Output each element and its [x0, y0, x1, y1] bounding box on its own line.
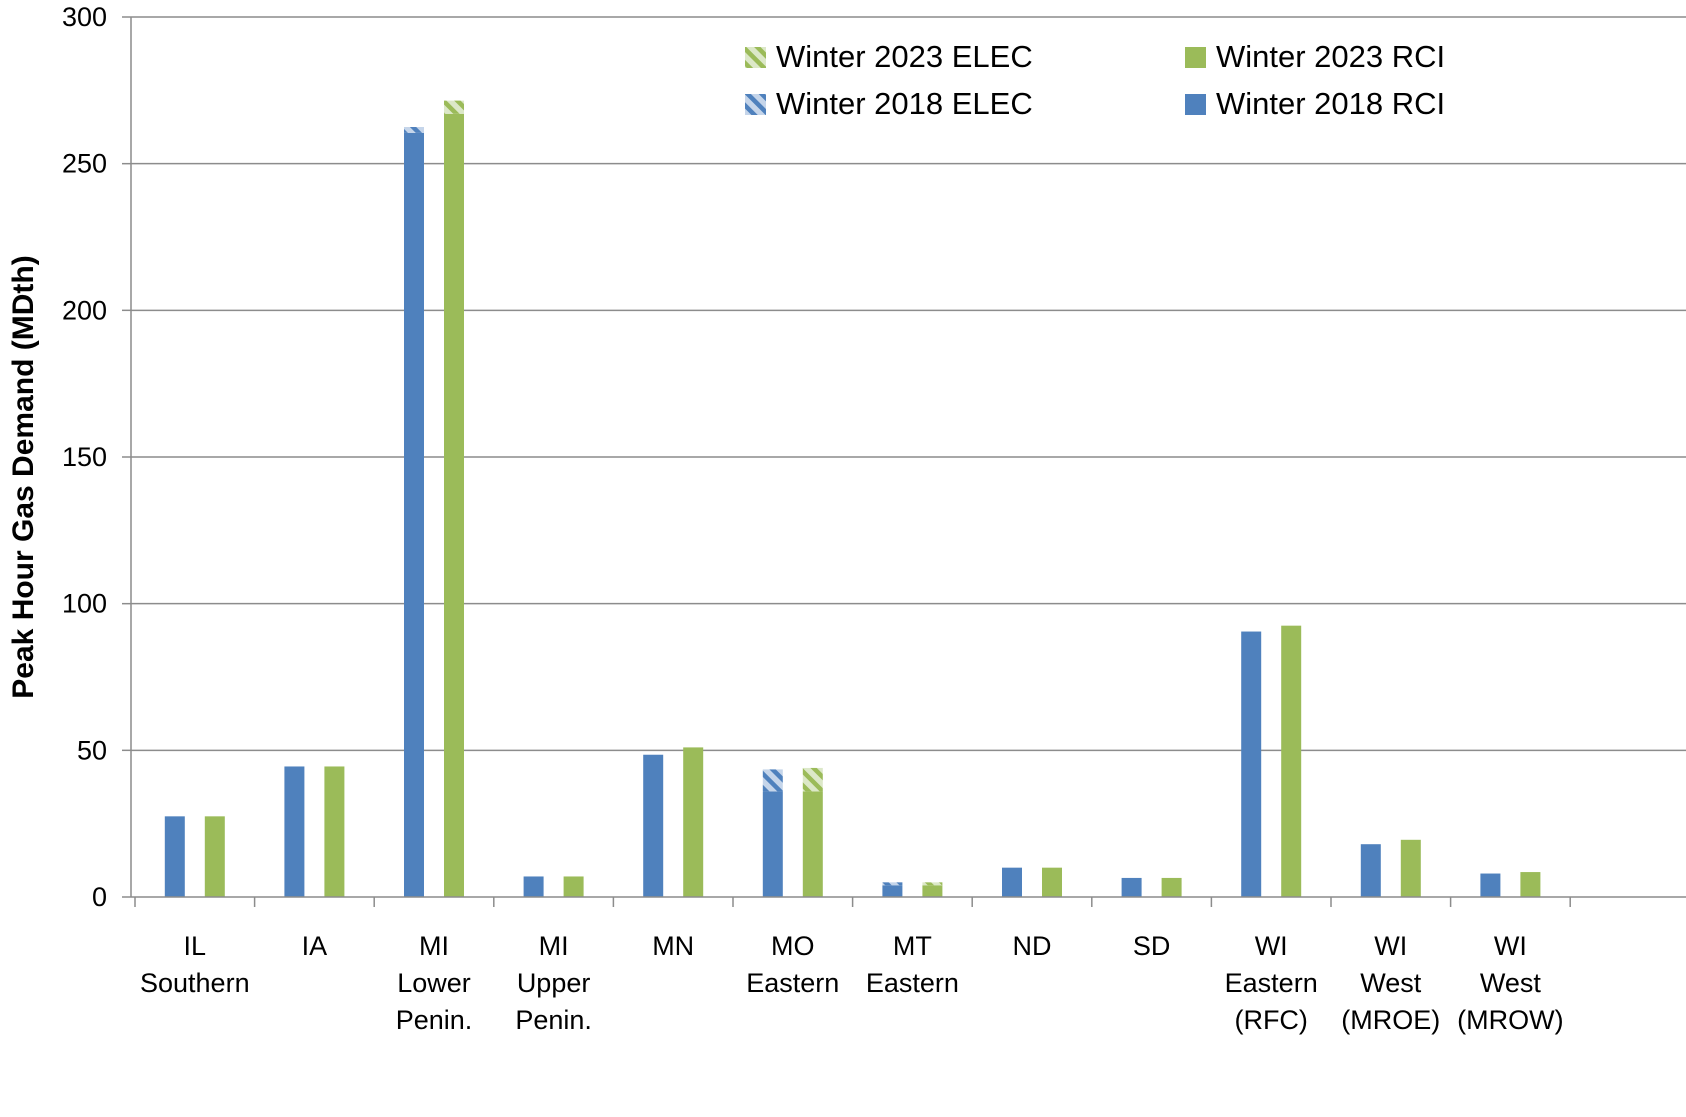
bar-winter-2023-rci [1400, 839, 1421, 897]
x-category-label-line: Upper [517, 968, 591, 998]
y-tick-label: 0 [92, 882, 107, 912]
bar-winter-2018-rci [1480, 873, 1501, 897]
x-category-label: MI Upper Penin. [515, 931, 592, 1035]
x-category-label-line: West [1480, 968, 1542, 998]
y-tick-label: 250 [62, 149, 107, 179]
bar-winter-2018-elec [404, 127, 424, 133]
bar-winter-2023-elec [802, 767, 823, 792]
bar-winter-2023-rci [1281, 625, 1302, 897]
bar-winter-2018-rci [164, 816, 185, 897]
bar-winter-2023-rci [1161, 877, 1182, 897]
bar-winter-2023-rci [563, 876, 584, 897]
bar-winter-2018-rci [1121, 877, 1142, 897]
legend-label: Winter 2023 ELEC [776, 39, 1033, 74]
x-category-label: IL Southern [140, 931, 250, 998]
x-category-label-line: IL [184, 931, 207, 961]
x-category-label: MO Eastern [746, 931, 839, 998]
bars [164, 100, 1541, 898]
x-category-label: ND [1013, 931, 1052, 961]
bar-winter-2023-rci [1520, 872, 1541, 897]
y-tick-label: 150 [62, 442, 107, 472]
x-category-label-line: Penin. [515, 1005, 592, 1035]
gridlines [122, 16, 1686, 898]
x-category-label: SD [1133, 931, 1171, 961]
x-category-label-line: (MROW) [1457, 1005, 1563, 1035]
bar-winter-2023-rci [324, 766, 345, 897]
bar-winter-2018-rci [762, 791, 783, 897]
x-category-label-line: WI [1494, 931, 1527, 961]
x-category-label-line: MO [771, 931, 815, 961]
y-tick-label: 200 [62, 295, 107, 325]
x-category-label: MN [652, 931, 694, 961]
x-category-label: MT Eastern [866, 931, 959, 998]
x-category-label-line: MN [652, 931, 694, 961]
bar-winter-2018-rci [1002, 867, 1022, 897]
bar-winter-2018-rci [643, 754, 664, 897]
y-tick-label: 300 [62, 2, 107, 32]
bar-winter-2023-elec [922, 882, 943, 886]
x-category-label-line: (RFC) [1234, 1005, 1307, 1035]
y-axis-title: Peak Hour Gas Demand (MDth) [7, 255, 40, 698]
axes [130, 17, 1686, 907]
bar-winter-2018-rci [882, 885, 903, 897]
x-category-label-line: Eastern [746, 968, 839, 998]
bar-winter-2023-rci [683, 747, 704, 897]
x-category-label-line: ND [1013, 931, 1052, 961]
bar-winter-2023-elec [444, 100, 464, 114]
bar-winter-2018-rci [1360, 844, 1381, 897]
x-category-label-line: Penin. [396, 1005, 473, 1035]
bar-winter-2018-rci [1241, 631, 1262, 897]
x-category-label: IA [302, 931, 328, 961]
bar-winter-2018-rci [284, 766, 305, 897]
bar-winter-2018-rci [404, 132, 424, 897]
x-category-label-line: MI [539, 931, 569, 961]
x-category-label: WI West (MROE) [1341, 931, 1440, 1035]
legend-swatch [1185, 47, 1206, 68]
x-category-label-line: Lower [397, 968, 471, 998]
legend-label: Winter 2018 RCI [1216, 86, 1445, 121]
legend-label: Winter 2023 RCI [1216, 39, 1445, 74]
x-category-label-line: SD [1133, 931, 1171, 961]
legend-swatch [1185, 94, 1206, 115]
legend-swatch [745, 47, 766, 68]
x-category-label: MI Lower Penin. [396, 931, 473, 1035]
legend: Winter 2023 ELEC Winter 2023 RCI Winter 20… [745, 39, 1445, 121]
x-category-label-line: WI [1374, 931, 1407, 961]
bar-winter-2018-elec [882, 882, 903, 886]
x-category-label-line: Eastern [866, 968, 959, 998]
bar-winter-2023-rci [204, 816, 225, 897]
bar-winter-2023-rci [444, 113, 464, 898]
labels: 0 50 100 150 200 250 300 IL Southern IA MI Lower Pen… [7, 2, 1564, 1035]
legend-swatch [745, 94, 766, 115]
x-category-label-line: WI [1255, 931, 1288, 961]
x-category-label-line: (MROE) [1341, 1005, 1440, 1035]
x-category-label-line: Eastern [1225, 968, 1318, 998]
x-category-label: WI Eastern (RFC) [1225, 931, 1318, 1035]
x-category-label-line: West [1360, 968, 1422, 998]
x-category-label-line: MT [893, 931, 932, 961]
x-category-label-line: IA [302, 931, 328, 961]
bar-winter-2018-elec [762, 769, 783, 792]
y-tick-label: 50 [77, 735, 107, 765]
bar-winter-2018-rci [523, 876, 544, 897]
bar-winter-2023-rci [1042, 867, 1062, 897]
y-tick-label: 100 [62, 589, 107, 619]
x-category-label: WI West (MROW) [1457, 931, 1563, 1035]
x-category-label-line: Southern [140, 968, 250, 998]
legend-label: Winter 2018 ELEC [776, 86, 1033, 121]
bar-winter-2023-rci [922, 885, 943, 897]
bar-winter-2023-rci [802, 791, 823, 897]
x-category-label-line: MI [419, 931, 449, 961]
